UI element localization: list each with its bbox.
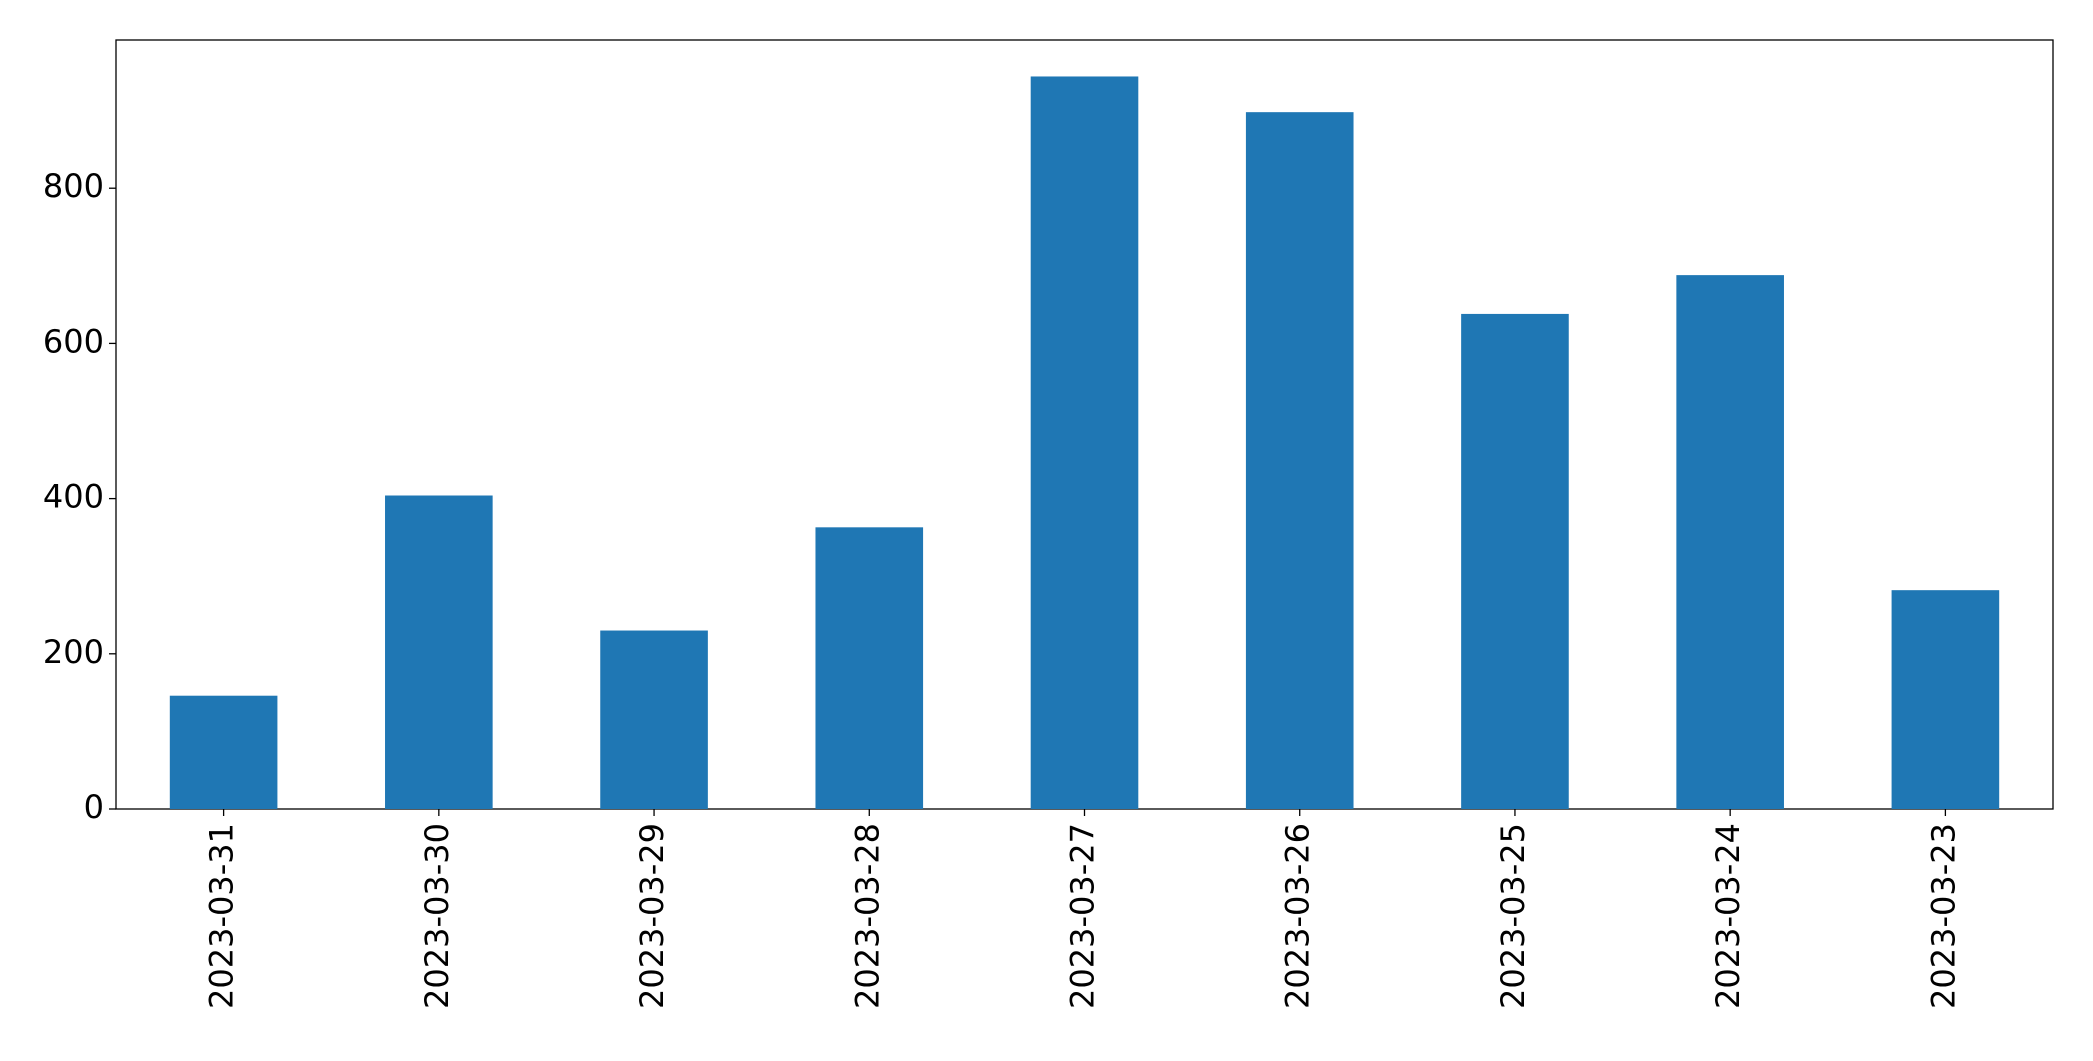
bar [1891,590,2000,809]
x-tick-label: 2023-03-25 [1494,823,1532,1009]
y-tick-label: 800 [43,167,104,205]
x-tick-label: 2023-03-23 [1924,823,1962,1009]
bar [600,630,708,809]
x-tick-label: 2023-03-26 [1279,823,1317,1009]
y-tick-label: 0 [84,788,104,826]
bar [169,695,278,809]
bar [1245,112,1354,809]
y-tick-label: 400 [43,478,104,516]
y-tick-label: 200 [43,633,104,671]
x-tick-label: 2023-03-31 [203,823,241,1009]
bar [1461,313,1569,809]
x-tick-label: 2023-03-28 [848,823,886,1009]
bar [815,527,924,809]
y-tick-label: 600 [43,322,104,360]
bar [1030,76,1139,809]
bar [1676,275,1784,809]
x-tick-label: 2023-03-30 [418,823,456,1009]
x-tick-label: 2023-03-24 [1709,823,1747,1009]
bar [385,495,493,809]
x-tick-label: 2023-03-27 [1064,823,1102,1009]
x-tick-label: 2023-03-29 [633,823,671,1009]
